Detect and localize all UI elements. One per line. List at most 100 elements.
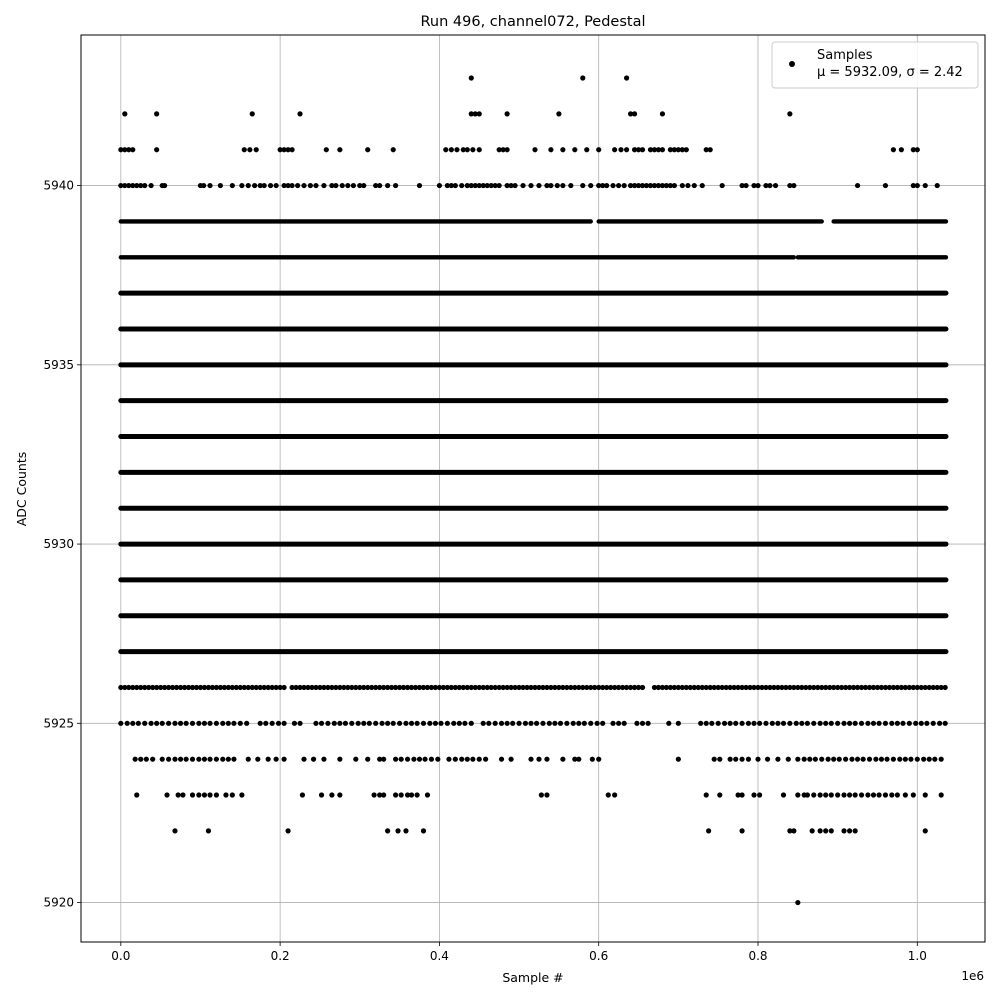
sample-point [142,720,148,726]
sample-point [496,684,502,691]
sample-point [301,182,307,189]
sample-point [767,182,773,189]
sample-point [313,182,319,189]
sample-point [408,720,415,726]
sample-point [510,720,516,726]
sample-point [213,792,220,798]
sample-point [897,756,903,762]
sample-point [639,182,646,189]
sample-point [831,756,837,762]
sample-point [345,684,351,691]
sample-point [396,720,403,726]
sample-point [329,684,335,691]
sample-point [237,684,243,691]
sample-point [604,684,610,691]
sample-point [396,684,403,691]
sample-point [604,182,610,189]
sample-point [310,756,317,762]
sample-point [456,684,462,691]
sample-point [361,720,367,726]
sample-point [914,756,920,762]
sample-point [472,684,478,691]
sample-point [225,720,231,726]
sample-point [691,182,697,189]
sample-point [735,792,741,798]
sample-point [890,756,897,762]
sample-point [812,756,818,762]
sample-point [159,756,165,762]
sample-point [835,720,841,726]
sample-point [400,684,407,691]
sample-point [727,720,733,726]
sample-point [876,720,882,726]
sample-point [134,684,140,691]
sample-point [225,756,231,762]
sample-point [528,182,534,189]
sample-point [253,147,259,153]
y-tick-label: 5920 [43,896,74,910]
sample-point [492,720,498,726]
sample-point [331,720,337,726]
sample-point [675,684,681,691]
sample-point [201,756,208,762]
sample-point [516,720,522,726]
sample-point [803,684,809,691]
sample-point [126,147,132,153]
sample-point [436,182,443,189]
sample-point [884,756,890,762]
sample-point [333,182,339,189]
sample-point [922,792,928,798]
sample-point [345,182,351,189]
sample-point [775,684,781,691]
sample-point [130,147,136,153]
sample-point [148,720,154,726]
sample-point [498,756,505,762]
sample-point [404,792,411,798]
sample-point [846,792,853,798]
sample-point [454,147,460,153]
sample-point [366,720,372,726]
sample-point [870,792,877,798]
sample-point [540,684,546,691]
sample-point [353,684,359,691]
sample-point [207,792,213,798]
sample-point [365,147,371,153]
sample-point [849,756,855,762]
sample-point [634,720,640,726]
sample-point [538,792,544,798]
sample-point [416,756,423,762]
sample-point [244,720,250,726]
sample-point [787,828,793,834]
sample-point [536,756,542,762]
sample-point [130,182,136,189]
sample-point [667,182,673,189]
sample-point [914,182,920,189]
sample-point [389,684,395,691]
sample-point [600,182,606,189]
sample-point [763,684,769,691]
sample-point [739,828,745,834]
sample-point [175,792,181,798]
sample-point [229,684,235,691]
sample-point [213,756,220,762]
sample-point [317,684,323,691]
y-tick-label: 5925 [43,716,74,730]
sample-point [412,684,419,691]
sample-point [342,720,349,726]
sample-point [373,720,379,726]
chart-title: Run 496, channel072, Pedestal [420,14,645,30]
sample-point [329,182,335,189]
sample-point [341,684,347,691]
sample-point [520,182,526,189]
sample-point [138,182,144,189]
sample-point [894,720,900,726]
sample-point [831,684,837,691]
sample-point [921,756,927,762]
sample-point [305,684,311,691]
sample-point [679,182,685,189]
sample-point [269,684,275,691]
sample-point [470,147,476,153]
sample-point [623,75,630,81]
sample-point [273,182,279,189]
sample-point [902,792,908,798]
